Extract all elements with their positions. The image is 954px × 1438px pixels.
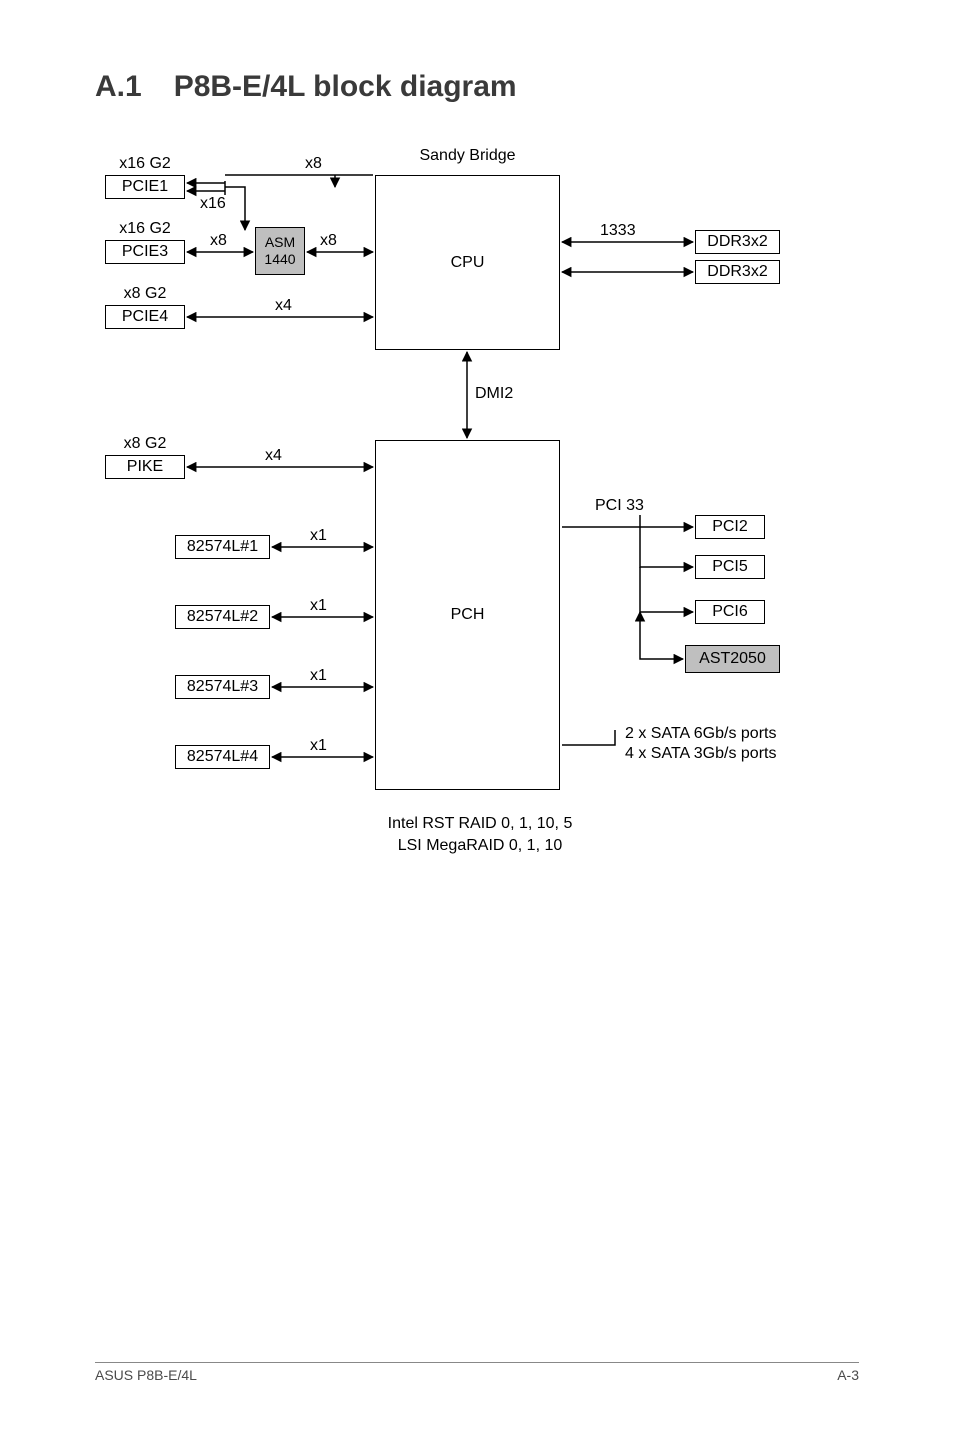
lan2-text: 82574L#2 [187,608,258,626]
pcie3-box: PCIE3 [105,240,185,264]
lan4-box: 82574L#4 [175,745,270,769]
pcie4-box: PCIE4 [105,305,185,329]
m1333-label: 1333 [600,222,636,240]
x16-label: x16 [200,195,226,213]
x16g2-label-1: x16 G2 [105,155,185,173]
asm-box: ASM 1440 [255,227,305,275]
ddr1-text: DDR3x2 [707,233,767,251]
pci2-box: PCI2 [695,515,765,539]
asm-text: ASM 1440 [264,234,295,268]
pch-text: PCH [451,606,485,624]
dmi2-label: DMI2 [475,385,513,403]
lan1-box: 82574L#1 [175,535,270,559]
caption-line-1: Intel RST RAID 0, 1, 10, 5 [95,815,865,833]
lan4-text: 82574L#4 [187,748,258,766]
sata-label-2: 4 x SATA 3Gb/s ports [625,745,776,763]
ddr2-text: DDR3x2 [707,263,767,281]
x4b-label: x4 [265,447,282,465]
x4a-label: x4 [275,297,292,315]
pcie3-text: PCIE3 [122,243,168,261]
x8g2-label-2: x8 G2 [105,435,185,453]
pci6-box: PCI6 [695,600,765,624]
x8g2-label-1: x8 G2 [105,285,185,303]
sandy-bridge-label: Sandy Bridge [375,147,560,165]
footer-left: ASUS P8B-E/4L [95,1367,197,1383]
pch-box: PCH [375,440,560,790]
pcie1-box: PCIE1 [105,175,185,199]
section-heading: A.1 P8B-E/4L block diagram [95,70,517,104]
pike-text: PIKE [127,458,163,476]
pci33-label: PCI 33 [595,497,644,515]
x8c-label: x8 [320,232,337,250]
section-title-text: P8B-E/4L block diagram [174,70,517,103]
pci2-text: PCI2 [712,518,748,536]
sata-label-1: 2 x SATA 6Gb/s ports [625,725,776,743]
ast2050-box: AST2050 [685,645,780,673]
pci5-text: PCI5 [712,558,748,576]
lan3-box: 82574L#3 [175,675,270,699]
block-diagram: Sandy Bridge x16 G2 PCIE1 x16 G2 PCIE3 x… [95,145,865,925]
pci6-text: PCI6 [712,603,748,621]
x1d-label: x1 [310,737,327,755]
ast2050-text: AST2050 [699,650,766,668]
lan3-text: 82574L#3 [187,678,258,696]
x16g2-label-2: x16 G2 [105,220,185,238]
ddr1-box: DDR3x2 [695,230,780,254]
pike-box: PIKE [105,455,185,479]
lan2-box: 82574L#2 [175,605,270,629]
pcie4-text: PCIE4 [122,308,168,326]
ddr2-box: DDR3x2 [695,260,780,284]
pci5-box: PCI5 [695,555,765,579]
x8a-label: x8 [305,155,322,173]
x1b-label: x1 [310,597,327,615]
page-footer: ASUS P8B-E/4L A-3 [95,1362,859,1383]
pcie1-text: PCIE1 [122,178,168,196]
lan1-text: 82574L#1 [187,538,258,556]
footer-right: A-3 [837,1367,859,1383]
caption-line-2: LSI MegaRAID 0, 1, 10 [95,837,865,855]
x8b-label: x8 [210,232,227,250]
x1a-label: x1 [310,527,327,545]
cpu-box: CPU [375,175,560,350]
x1c-label: x1 [310,667,327,685]
cpu-text: CPU [451,254,485,272]
section-number: A.1 [95,70,142,103]
